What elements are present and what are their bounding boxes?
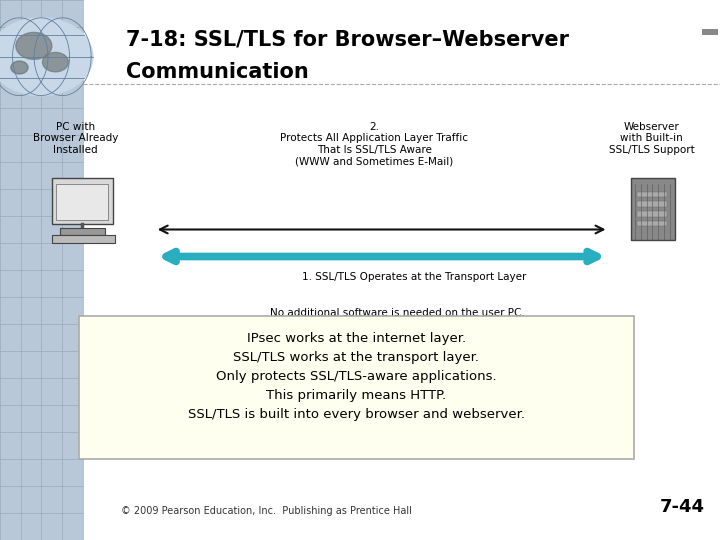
Circle shape [42, 52, 68, 72]
Text: 7-44: 7-44 [660, 498, 705, 516]
FancyBboxPatch shape [52, 235, 115, 243]
Text: 2.
Protects All Application Layer Traffic
That Is SSL/TLS Aware
(WWW and Sometim: 2. Protects All Application Layer Traffi… [280, 122, 469, 166]
FancyBboxPatch shape [637, 201, 667, 207]
Text: PC with
Browser Already
Installed: PC with Browser Already Installed [33, 122, 118, 154]
FancyBboxPatch shape [56, 184, 108, 220]
FancyBboxPatch shape [702, 29, 718, 35]
FancyBboxPatch shape [637, 192, 667, 197]
FancyBboxPatch shape [79, 316, 634, 459]
FancyBboxPatch shape [631, 178, 675, 240]
Text: © 2009 Pearson Education, Inc.  Publishing as Prentice Hall: © 2009 Pearson Education, Inc. Publishin… [121, 505, 412, 516]
FancyBboxPatch shape [60, 228, 105, 235]
Text: 7-18: SSL/TLS for Browser–Webserver: 7-18: SSL/TLS for Browser–Webserver [126, 30, 569, 50]
FancyBboxPatch shape [637, 221, 667, 226]
Text: Webserver
with Built-in
SSL/TLS Support: Webserver with Built-in SSL/TLS Support [608, 122, 695, 154]
Circle shape [16, 32, 52, 59]
Circle shape [0, 18, 93, 96]
Text: Communication: Communication [126, 62, 309, 82]
Text: No additional software is needed on the user PC.: No additional software is needed on the … [270, 308, 525, 318]
Text: 1. SSL/TLS Operates at the Transport Layer: 1. SSL/TLS Operates at the Transport Lay… [302, 272, 527, 282]
FancyBboxPatch shape [52, 178, 113, 224]
FancyBboxPatch shape [0, 0, 83, 540]
FancyBboxPatch shape [637, 211, 667, 217]
Text: IPsec works at the internet layer.
SSL/TLS works at the transport layer.
Only pr: IPsec works at the internet layer. SSL/T… [188, 332, 525, 421]
Circle shape [11, 61, 28, 74]
